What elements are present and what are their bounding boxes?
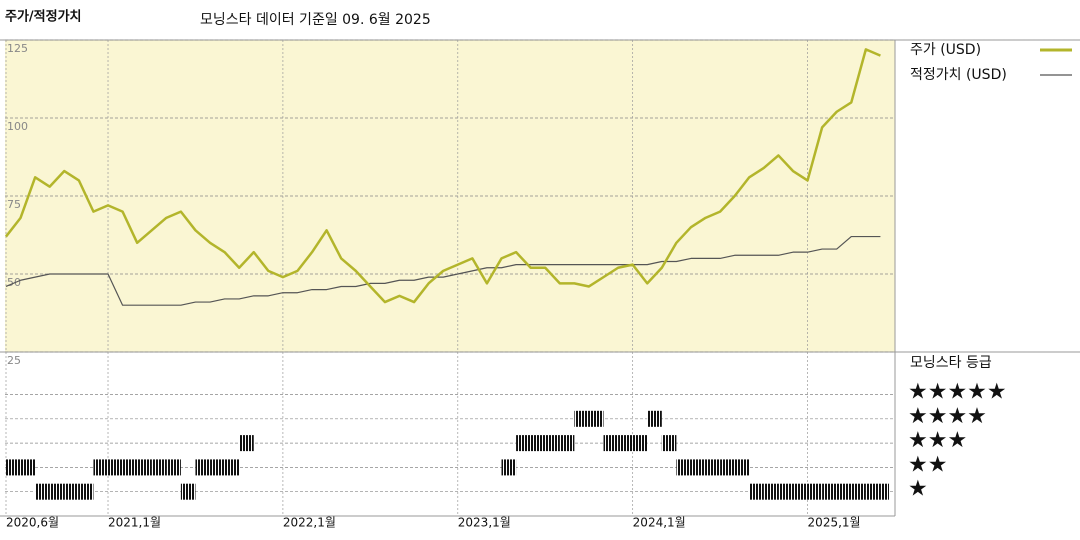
rating-bar bbox=[545, 435, 560, 452]
rating-bar bbox=[851, 483, 866, 500]
rating-bar bbox=[35, 483, 50, 500]
rating-bar bbox=[6, 459, 21, 476]
rating-bar bbox=[661, 435, 677, 452]
x-tick-label: 2022,1월 bbox=[283, 516, 336, 530]
y-tick-label: 125 bbox=[7, 42, 28, 55]
rating-bar bbox=[516, 435, 531, 452]
rating-bar bbox=[530, 435, 546, 452]
rating-bar bbox=[108, 459, 123, 476]
rating-bar bbox=[559, 435, 575, 452]
rating-bar bbox=[180, 483, 196, 500]
rating-bar bbox=[151, 459, 167, 476]
rating-bar bbox=[166, 459, 181, 476]
rating-bar bbox=[865, 483, 881, 500]
rating-bar bbox=[20, 459, 36, 476]
series-line bbox=[5, 48, 881, 304]
rating-bar bbox=[647, 410, 662, 427]
x-tick-label: 2024,1월 bbox=[633, 516, 686, 530]
x-tick-label: 2025,1월 bbox=[808, 516, 861, 530]
rating-bar bbox=[93, 459, 109, 476]
legend-label: ★★ bbox=[908, 452, 947, 477]
rating-bar bbox=[122, 459, 138, 476]
rating-bar bbox=[822, 483, 837, 500]
x-tick-label: 2021,1월 bbox=[108, 516, 161, 530]
rating-bar bbox=[690, 459, 706, 476]
legend-label: 주가 (USD) bbox=[910, 42, 981, 58]
rating-bar bbox=[224, 459, 240, 476]
rating-bar bbox=[836, 483, 852, 500]
rating-bar bbox=[588, 410, 604, 427]
rating-bar bbox=[195, 459, 211, 476]
rating-bar bbox=[763, 483, 779, 500]
legend-label: ★★★★★ bbox=[908, 380, 1007, 405]
rating-bar bbox=[574, 410, 589, 427]
rating-bar bbox=[78, 483, 94, 500]
rating-bar bbox=[749, 483, 764, 500]
y-tick-label: 100 bbox=[7, 120, 28, 133]
y-tick-label: 25 bbox=[7, 354, 21, 367]
rating-bar bbox=[632, 435, 648, 452]
rating-bar bbox=[64, 483, 79, 500]
series-line bbox=[5, 235, 881, 306]
rating-bar bbox=[880, 483, 889, 500]
rating-bar bbox=[210, 459, 225, 476]
y-tick-label: 75 bbox=[7, 198, 21, 211]
legend-label: 적정가치 (USD) bbox=[910, 67, 1007, 83]
rating-bar bbox=[618, 435, 633, 452]
x-tick-label: 2020,6월 bbox=[6, 516, 59, 530]
rating-bar bbox=[734, 459, 750, 476]
rating-bar bbox=[676, 459, 691, 476]
rating-bar bbox=[720, 459, 735, 476]
x-tick-label: 2023,1월 bbox=[458, 516, 511, 530]
rating-bar bbox=[705, 459, 721, 476]
rating-bar bbox=[778, 483, 793, 500]
rating-bar bbox=[49, 483, 65, 500]
legend-label: ★ bbox=[908, 477, 928, 502]
rating-bar bbox=[603, 435, 619, 452]
chart-title: 주가/적정가치 bbox=[5, 9, 82, 25]
legend-label: ★★★★ bbox=[908, 404, 987, 429]
rating-bar bbox=[501, 459, 517, 476]
rating-bar bbox=[807, 483, 823, 500]
rating-bar bbox=[792, 483, 808, 500]
legend-title: 모닝스타 등급 bbox=[910, 355, 992, 371]
rating-bar bbox=[137, 459, 152, 476]
chart-subtitle: 모닝스타 데이터 기준일 09. 6월 2025 bbox=[200, 12, 431, 28]
legend-label: ★★★ bbox=[908, 428, 967, 453]
rating-bar bbox=[239, 435, 254, 452]
